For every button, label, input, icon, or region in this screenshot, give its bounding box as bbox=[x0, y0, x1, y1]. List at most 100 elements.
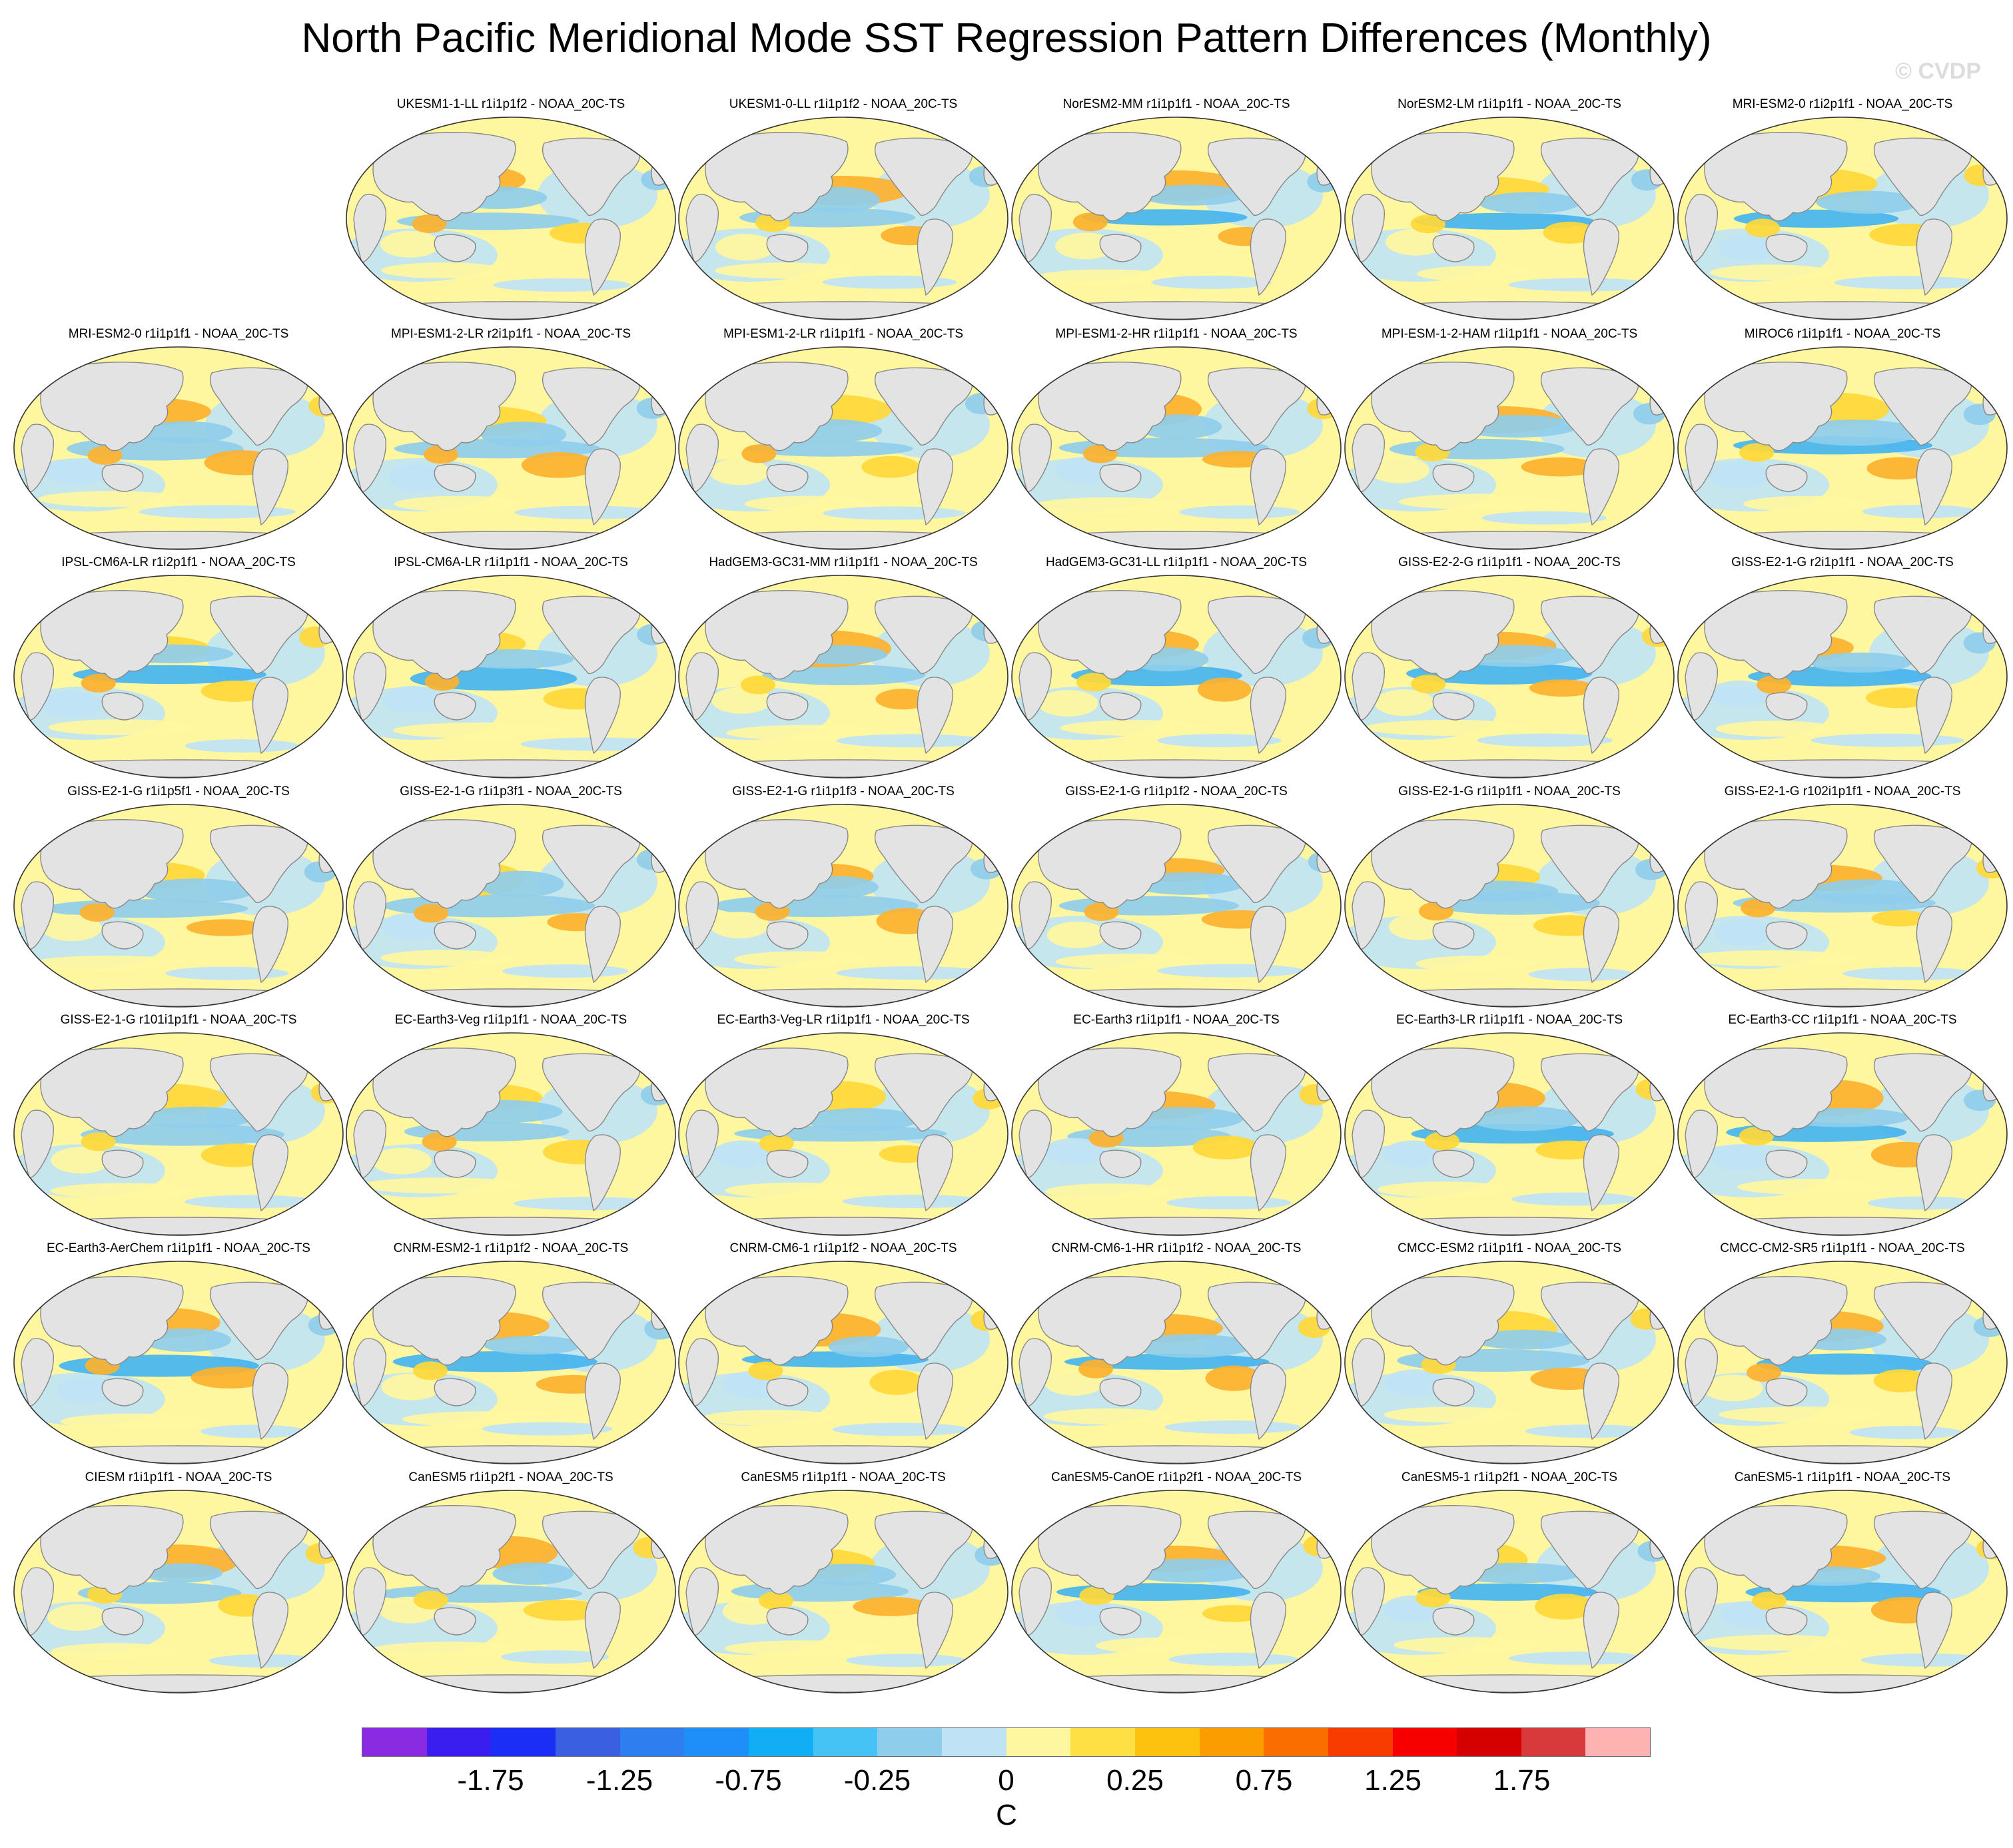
anomaly-region bbox=[1709, 680, 1769, 707]
anomaly-region bbox=[1034, 269, 1176, 286]
anomaly-region bbox=[1790, 420, 1920, 446]
panel-title: MPI-ESM1-2-LR r2i1p1f1 - NOAA_20C-TS bbox=[390, 327, 631, 341]
colorbar-swatch bbox=[813, 1728, 878, 1756]
asia-landmass bbox=[372, 1505, 516, 1595]
anomaly-region bbox=[371, 1147, 432, 1175]
australia-landmass bbox=[1099, 463, 1142, 492]
map-outline bbox=[1677, 117, 2008, 320]
sst-regression-map bbox=[1677, 1032, 2008, 1236]
anomaly-region bbox=[1417, 266, 1539, 282]
southAmerica-landmass bbox=[1250, 1134, 1286, 1212]
greenland-landmass bbox=[627, 589, 649, 606]
map-outline bbox=[13, 575, 344, 778]
panel-title: GISS-E2-1-G r102i1p1f1 - NOAA_20C-TS bbox=[1724, 784, 1961, 798]
anomaly-region bbox=[1055, 953, 1205, 970]
anomaly-region bbox=[81, 1132, 116, 1151]
greenland-landmass bbox=[1293, 361, 1314, 378]
anomaly-region bbox=[1866, 457, 1933, 480]
southAmerica-landmass bbox=[917, 1134, 953, 1212]
anomaly-region bbox=[1862, 505, 1980, 519]
anomaly-region bbox=[370, 1642, 532, 1658]
anomaly-region bbox=[1757, 675, 1792, 695]
southAmerica-landmass bbox=[1250, 906, 1286, 984]
asia-landmass bbox=[705, 1505, 849, 1595]
anomaly-region bbox=[388, 464, 448, 491]
panel-title: CanESM5 r1i1p1f1 - NOAA_20C-TS bbox=[741, 1470, 946, 1484]
anomaly-region bbox=[56, 1377, 117, 1404]
sst-regression-map bbox=[13, 804, 344, 1008]
greenland-landmass bbox=[960, 1275, 981, 1292]
map-outline bbox=[13, 1261, 344, 1464]
map-outline bbox=[346, 575, 676, 778]
australia-landmass bbox=[434, 463, 476, 492]
africa-landmass bbox=[685, 1567, 719, 1636]
anomaly-region bbox=[1370, 456, 1430, 483]
greenland-landmass bbox=[627, 131, 649, 148]
anomaly-region bbox=[45, 458, 106, 485]
sst-regression-map bbox=[678, 1261, 1008, 1464]
southAmerica-landmass bbox=[584, 448, 621, 526]
anomaly-region bbox=[1389, 438, 1565, 460]
anomaly-region bbox=[1684, 950, 1856, 966]
panel-title: GISS-E2-1-G r1i1p1f1 - NOAA_20C-TS bbox=[1398, 784, 1621, 798]
greenland-landmass bbox=[1293, 818, 1314, 835]
anomaly-region bbox=[1384, 1369, 1444, 1396]
anomaly-region bbox=[1752, 1591, 1787, 1610]
map-panel: CNRM-CM6-1 r1i1p1f2 - NOAA_20C-TS bbox=[677, 1241, 1010, 1470]
map-panel: CNRM-ESM2-1 r1i1p1f2 - NOAA_20C-TS bbox=[344, 1241, 677, 1470]
anomaly-region bbox=[759, 1133, 794, 1153]
map-outline bbox=[1344, 1490, 1675, 1694]
colorbar-swatch bbox=[748, 1728, 813, 1756]
map-outline bbox=[678, 1490, 1008, 1694]
southAmerica-landmass bbox=[584, 1134, 621, 1212]
anomaly-region bbox=[734, 951, 869, 968]
greenland-landmass bbox=[1626, 818, 1647, 835]
anomaly-region bbox=[1509, 278, 1655, 292]
panel-title: GISS-E2-1-G r1i1p1f2 - NOAA_20C-TS bbox=[1065, 784, 1288, 798]
southAmerica-landmass bbox=[252, 906, 288, 984]
anomaly-region bbox=[1842, 967, 1976, 980]
anomaly-region bbox=[1076, 673, 1111, 692]
anomaly-region bbox=[715, 262, 855, 279]
colorbar-tick-label: 1.25 bbox=[1364, 1764, 1421, 1797]
asia-landmass bbox=[1371, 1276, 1515, 1366]
anomaly-region bbox=[51, 1147, 111, 1174]
map-outline bbox=[346, 117, 676, 320]
australia-landmass bbox=[1765, 1378, 1808, 1406]
australia-landmass bbox=[766, 463, 809, 492]
sst-regression-map bbox=[346, 346, 676, 550]
greenland-landmass bbox=[1293, 1504, 1314, 1521]
southAmerica-landmass bbox=[584, 677, 621, 755]
greenland-landmass bbox=[960, 361, 981, 378]
panel-title: MRI-ESM2-0 r1i1p1f1 - NOAA_20C-TS bbox=[68, 327, 289, 341]
greenland-landmass bbox=[960, 1504, 981, 1521]
map-panel: UKESM1-0-LL r1i1p1f2 - NOAA_20C-TS bbox=[677, 97, 1010, 326]
greenland-landmass bbox=[295, 1275, 316, 1292]
anomaly-region bbox=[1477, 733, 1613, 747]
anomaly-region bbox=[1479, 192, 1580, 214]
anomaly-region bbox=[869, 1369, 923, 1395]
map-panel: CMCC-CM2-SR5 r1i1p1f1 - NOAA_20C-TS bbox=[1676, 1241, 2009, 1470]
colorbar-tick-label: 0 bbox=[998, 1764, 1014, 1797]
africa-landmass bbox=[1685, 1338, 1718, 1406]
figure-title: North Pacific Meridional Mode SST Regres… bbox=[301, 15, 1712, 61]
southAmerica-landmass bbox=[1583, 1134, 1619, 1212]
southAmerica-landmass bbox=[1250, 1592, 1286, 1670]
africa-landmass bbox=[353, 194, 386, 262]
asia-landmass bbox=[372, 819, 516, 909]
anomaly-region bbox=[523, 1600, 604, 1621]
anomaly-region bbox=[413, 1590, 448, 1610]
southAmerica-landmass bbox=[1583, 218, 1619, 296]
australia-landmass bbox=[766, 1378, 809, 1406]
africa-landmass bbox=[353, 424, 386, 492]
australia-landmass bbox=[1765, 692, 1808, 721]
anomaly-region bbox=[422, 1132, 457, 1151]
sst-regression-map bbox=[678, 117, 1008, 320]
southAmerica-landmass bbox=[1250, 218, 1286, 296]
anomaly-region bbox=[1072, 212, 1108, 232]
map-outline bbox=[678, 804, 1008, 1008]
anomaly-region bbox=[48, 719, 197, 736]
anomaly-region bbox=[1747, 1363, 1781, 1382]
anomaly-region bbox=[1044, 1408, 1175, 1424]
anomaly-region bbox=[713, 1140, 773, 1167]
